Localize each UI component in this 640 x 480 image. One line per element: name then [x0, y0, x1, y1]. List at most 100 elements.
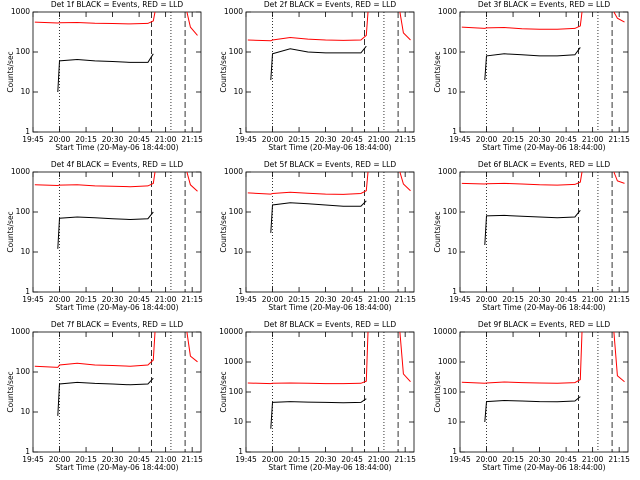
chart-title: Det 2f BLACK = Events, RED = LLD [264, 0, 397, 9]
series-line [484, 209, 581, 246]
chart-title: Det 6f BLACK = Events, RED = LLD [478, 160, 611, 169]
y-axis-label: Counts/sec [433, 211, 442, 252]
plot-frame [459, 171, 629, 293]
x-tick-label: 19:45 [22, 455, 44, 464]
y-tick-label: 100 [443, 207, 458, 216]
x-tick-label: 20:45 [555, 455, 577, 464]
y-tick-label: 1 [25, 447, 30, 456]
x-tick-label: 20:45 [555, 135, 577, 144]
y-tick-label: 10 [20, 87, 30, 96]
series-line [270, 45, 367, 81]
x-axis-label: Start Time (20-May-06 18:44:00) [268, 143, 391, 152]
y-axis-label: Counts/sec [6, 211, 15, 252]
series-line [461, 171, 625, 186]
x-tick-label: 20:15 [502, 295, 524, 304]
y-tick-label: 1 [452, 287, 457, 296]
x-tick-label: 20:15 [288, 295, 310, 304]
x-axis-label: Start Time (20-May-06 18:44:00) [482, 303, 605, 312]
y-tick-label: 1000 [11, 167, 30, 176]
x-axis-label: Start Time (20-May-06 18:44:00) [268, 463, 391, 472]
x-tick-label: 20:30 [315, 135, 337, 144]
x-tick-label: 21:15 [394, 295, 416, 304]
y-axis-label: Counts/sec [219, 371, 228, 412]
y-tick-label: 10 [20, 407, 30, 416]
y-tick-label: 10000 [433, 327, 457, 336]
x-tick-label: 20:00 [262, 135, 284, 144]
plot-frame [245, 331, 415, 453]
y-tick-label: 1000 [11, 7, 30, 16]
x-tick-label: 20:15 [502, 455, 524, 464]
plot-frame [459, 331, 629, 453]
x-tick-label: 21:15 [608, 135, 630, 144]
x-tick-label: 21:00 [582, 455, 604, 464]
x-tick-label: 19:45 [449, 295, 471, 304]
series-line [57, 53, 154, 93]
y-tick-label: 100 [16, 207, 31, 216]
x-tick-label: 20:45 [128, 295, 150, 304]
y-tick-label: 1000 [224, 7, 243, 16]
y-tick-label: 1 [238, 447, 243, 456]
plot-frame [32, 171, 202, 293]
x-tick-label: 21:00 [155, 135, 177, 144]
x-tick-label: 20:45 [128, 135, 150, 144]
y-tick-label: 100 [229, 47, 244, 56]
y-tick-label: 1 [452, 127, 457, 136]
x-tick-label: 20:15 [288, 455, 310, 464]
series-line [34, 331, 198, 368]
x-tick-label: 19:45 [22, 295, 44, 304]
series-line [34, 171, 198, 192]
y-tick-label: 1000 [438, 357, 457, 366]
x-tick-label: 20:30 [102, 135, 124, 144]
plot-frame [245, 11, 415, 133]
x-axis-label: Start Time (20-May-06 18:44:00) [55, 463, 178, 472]
x-tick-label: 20:30 [102, 295, 124, 304]
x-tick-label: 21:15 [181, 295, 203, 304]
chart-title: Det 4f BLACK = Events, RED = LLD [51, 160, 184, 169]
y-tick-label: 1 [452, 447, 457, 456]
x-tick-label: 20:45 [341, 135, 363, 144]
chart-title: Det 1f BLACK = Events, RED = LLD [51, 0, 184, 9]
y-tick-label: 100 [16, 47, 31, 56]
plot-frame [32, 11, 202, 133]
x-tick-label: 21:00 [582, 295, 604, 304]
x-tick-label: 21:15 [181, 135, 203, 144]
x-tick-label: 20:15 [75, 455, 97, 464]
x-tick-label: 21:00 [368, 135, 390, 144]
x-tick-label: 20:00 [262, 455, 284, 464]
chart-title: Det 3f BLACK = Events, RED = LLD [478, 0, 611, 9]
y-tick-label: 10 [447, 417, 457, 426]
x-tick-label: 21:15 [394, 135, 416, 144]
series-line [461, 331, 625, 384]
series-line [247, 331, 411, 385]
x-tick-label: 20:30 [529, 135, 551, 144]
plot-frame [32, 331, 202, 453]
x-tick-label: 19:45 [449, 455, 471, 464]
x-tick-label: 21:00 [368, 455, 390, 464]
x-tick-label: 20:30 [315, 455, 337, 464]
x-tick-label: 20:30 [529, 295, 551, 304]
x-tick-label: 20:00 [262, 295, 284, 304]
plot-frame [245, 171, 415, 293]
x-tick-label: 20:00 [49, 455, 71, 464]
x-axis-label: Start Time (20-May-06 18:44:00) [55, 303, 178, 312]
y-tick-label: 10000 [219, 327, 243, 336]
y-tick-label: 1 [25, 287, 30, 296]
x-tick-label: 20:00 [476, 135, 498, 144]
x-tick-label: 21:00 [155, 455, 177, 464]
y-axis-label: Counts/sec [433, 51, 442, 92]
chart-title: Det 5f BLACK = Events, RED = LLD [264, 160, 397, 169]
chart-title: Det 7f BLACK = Events, RED = LLD [51, 320, 184, 329]
y-tick-label: 10 [233, 417, 243, 426]
y-tick-label: 10 [447, 87, 457, 96]
x-tick-label: 19:45 [449, 135, 471, 144]
y-tick-label: 100 [229, 387, 244, 396]
series-line [247, 11, 411, 42]
series-line [270, 200, 367, 233]
y-tick-label: 10 [447, 247, 457, 256]
y-axis-label: Counts/sec [219, 51, 228, 92]
y-tick-label: 100 [443, 387, 458, 396]
y-tick-label: 1000 [224, 167, 243, 176]
y-tick-label: 1 [25, 127, 30, 136]
